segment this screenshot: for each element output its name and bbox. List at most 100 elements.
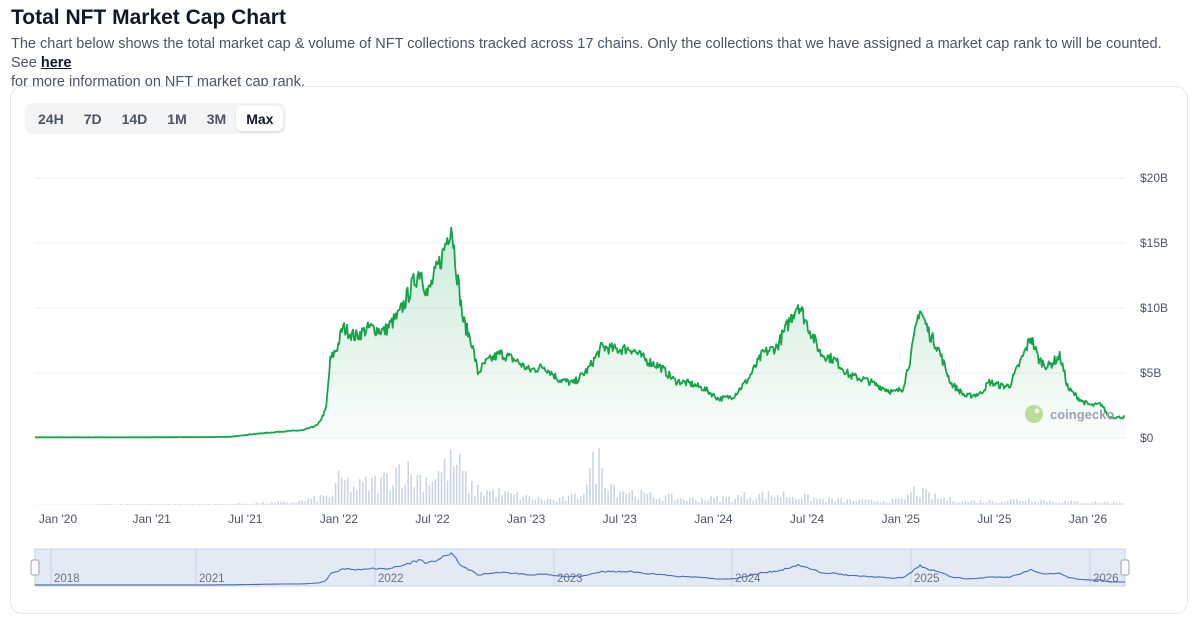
volume-bar bbox=[249, 504, 252, 505]
volume-bar bbox=[673, 500, 676, 505]
volume-bar bbox=[477, 485, 479, 505]
volume-bar bbox=[213, 504, 216, 505]
volume-bar bbox=[749, 497, 752, 505]
volume-bar bbox=[240, 503, 243, 505]
volume-bar bbox=[271, 501, 273, 505]
navigator-right-handle[interactable] bbox=[1120, 559, 1130, 576]
volume-bar bbox=[976, 503, 979, 505]
navigator-tick-label: 2023 bbox=[557, 573, 583, 585]
volume-bar bbox=[716, 495, 718, 505]
volume-bar bbox=[156, 503, 158, 505]
volume-bar bbox=[567, 495, 570, 505]
y-tick-label: $0 bbox=[1140, 431, 1154, 445]
volume-bar bbox=[537, 496, 540, 505]
volume-bar bbox=[343, 480, 346, 505]
volume-bar bbox=[900, 498, 903, 505]
volume-bar bbox=[101, 504, 104, 505]
volume-bar bbox=[640, 489, 643, 505]
volume-bar bbox=[222, 503, 225, 505]
market-cap-area bbox=[35, 227, 1125, 438]
range-tab-14d[interactable]: 14D bbox=[121, 110, 148, 127]
x-tick-label: Jul '21 bbox=[228, 512, 263, 526]
volume-bar bbox=[846, 499, 849, 505]
volume-bar bbox=[125, 504, 128, 505]
volume-bar bbox=[234, 503, 237, 505]
volume-bar bbox=[501, 494, 503, 505]
volume-bar bbox=[219, 504, 222, 505]
market-cap-line[interactable] bbox=[34, 226, 1126, 439]
range-tab-7d[interactable]: 7D bbox=[83, 110, 102, 127]
volume-bar bbox=[355, 490, 358, 505]
volume-bar bbox=[907, 494, 909, 505]
volume-bar bbox=[231, 503, 234, 505]
volume-bar bbox=[86, 504, 89, 505]
volume-bar bbox=[1009, 499, 1012, 505]
volume-bar bbox=[788, 497, 791, 505]
volume-bar bbox=[552, 499, 555, 505]
volume-bar bbox=[1100, 502, 1103, 505]
volume-bar bbox=[731, 501, 733, 505]
volume-bar bbox=[422, 492, 425, 505]
volume-bar bbox=[549, 499, 552, 505]
volume-bar bbox=[464, 471, 467, 505]
volume-bar bbox=[997, 503, 1000, 505]
volume-bar bbox=[643, 492, 646, 505]
volume-bar bbox=[483, 495, 485, 505]
range-tab-max[interactable]: Max bbox=[236, 106, 284, 131]
x-tick-label: Jan '21 bbox=[132, 512, 171, 526]
volume-bar bbox=[128, 504, 131, 505]
volume-bar bbox=[513, 494, 515, 505]
volume-bar bbox=[392, 485, 394, 505]
volume-bar bbox=[752, 500, 755, 505]
volume-bar bbox=[628, 492, 631, 505]
volume-bar bbox=[764, 499, 767, 505]
volume-bar bbox=[897, 498, 900, 505]
volume-bar bbox=[1006, 501, 1009, 505]
volume-bar bbox=[849, 499, 852, 505]
volume-bar bbox=[1046, 502, 1048, 505]
volume-bar bbox=[137, 504, 140, 505]
volume-bar bbox=[292, 502, 294, 505]
volume-bar bbox=[658, 498, 661, 505]
volume-bar bbox=[144, 504, 146, 505]
volume-bar bbox=[852, 501, 855, 505]
range-tab-3m[interactable]: 3M bbox=[206, 110, 227, 127]
volume-bar bbox=[204, 504, 207, 505]
volume-bar bbox=[1103, 501, 1106, 505]
range-tab-24h[interactable]: 24H bbox=[38, 110, 64, 127]
volume-bar bbox=[661, 500, 664, 505]
volume-bar bbox=[646, 493, 649, 505]
volume-bar bbox=[791, 496, 794, 505]
volume-bar bbox=[225, 503, 228, 505]
range-navigator[interactable]: 2018 2021 2022 2023 2024 2025 2026 bbox=[30, 548, 1130, 587]
volume-bar bbox=[95, 504, 98, 505]
volume-bar bbox=[758, 493, 761, 505]
volume-bar bbox=[928, 492, 930, 505]
volume-bar bbox=[525, 494, 528, 505]
volume-bar bbox=[334, 483, 337, 505]
volume-bar bbox=[510, 493, 512, 505]
navigator-left-handle[interactable] bbox=[30, 559, 40, 576]
volume-bar bbox=[340, 477, 343, 505]
range-tab-1m[interactable]: 1M bbox=[167, 110, 187, 127]
volume-bar bbox=[104, 503, 107, 505]
time-range-tabs: 24H 7D 14D 1M 3M Max bbox=[25, 103, 287, 134]
volume-bar bbox=[192, 503, 195, 505]
volume-bar bbox=[1115, 503, 1118, 505]
volume-bar bbox=[1082, 503, 1085, 505]
volume-bar bbox=[994, 502, 997, 505]
navigator-tick-label: 2025 bbox=[914, 573, 940, 585]
volume-bar bbox=[1070, 500, 1073, 505]
volume-bar bbox=[243, 503, 246, 505]
volume-bar bbox=[937, 498, 939, 505]
volume-bar bbox=[979, 500, 982, 505]
market-cap-rank-link[interactable]: here bbox=[40, 55, 72, 71]
volume-bar bbox=[840, 498, 842, 505]
volume-bar bbox=[310, 499, 313, 505]
y-tick-label: $10B bbox=[1140, 301, 1168, 315]
volume-bar bbox=[740, 496, 743, 505]
volume-bar bbox=[719, 501, 721, 505]
volume-bar bbox=[670, 494, 673, 505]
volume-bar bbox=[307, 498, 310, 505]
volume-bar bbox=[891, 498, 894, 505]
